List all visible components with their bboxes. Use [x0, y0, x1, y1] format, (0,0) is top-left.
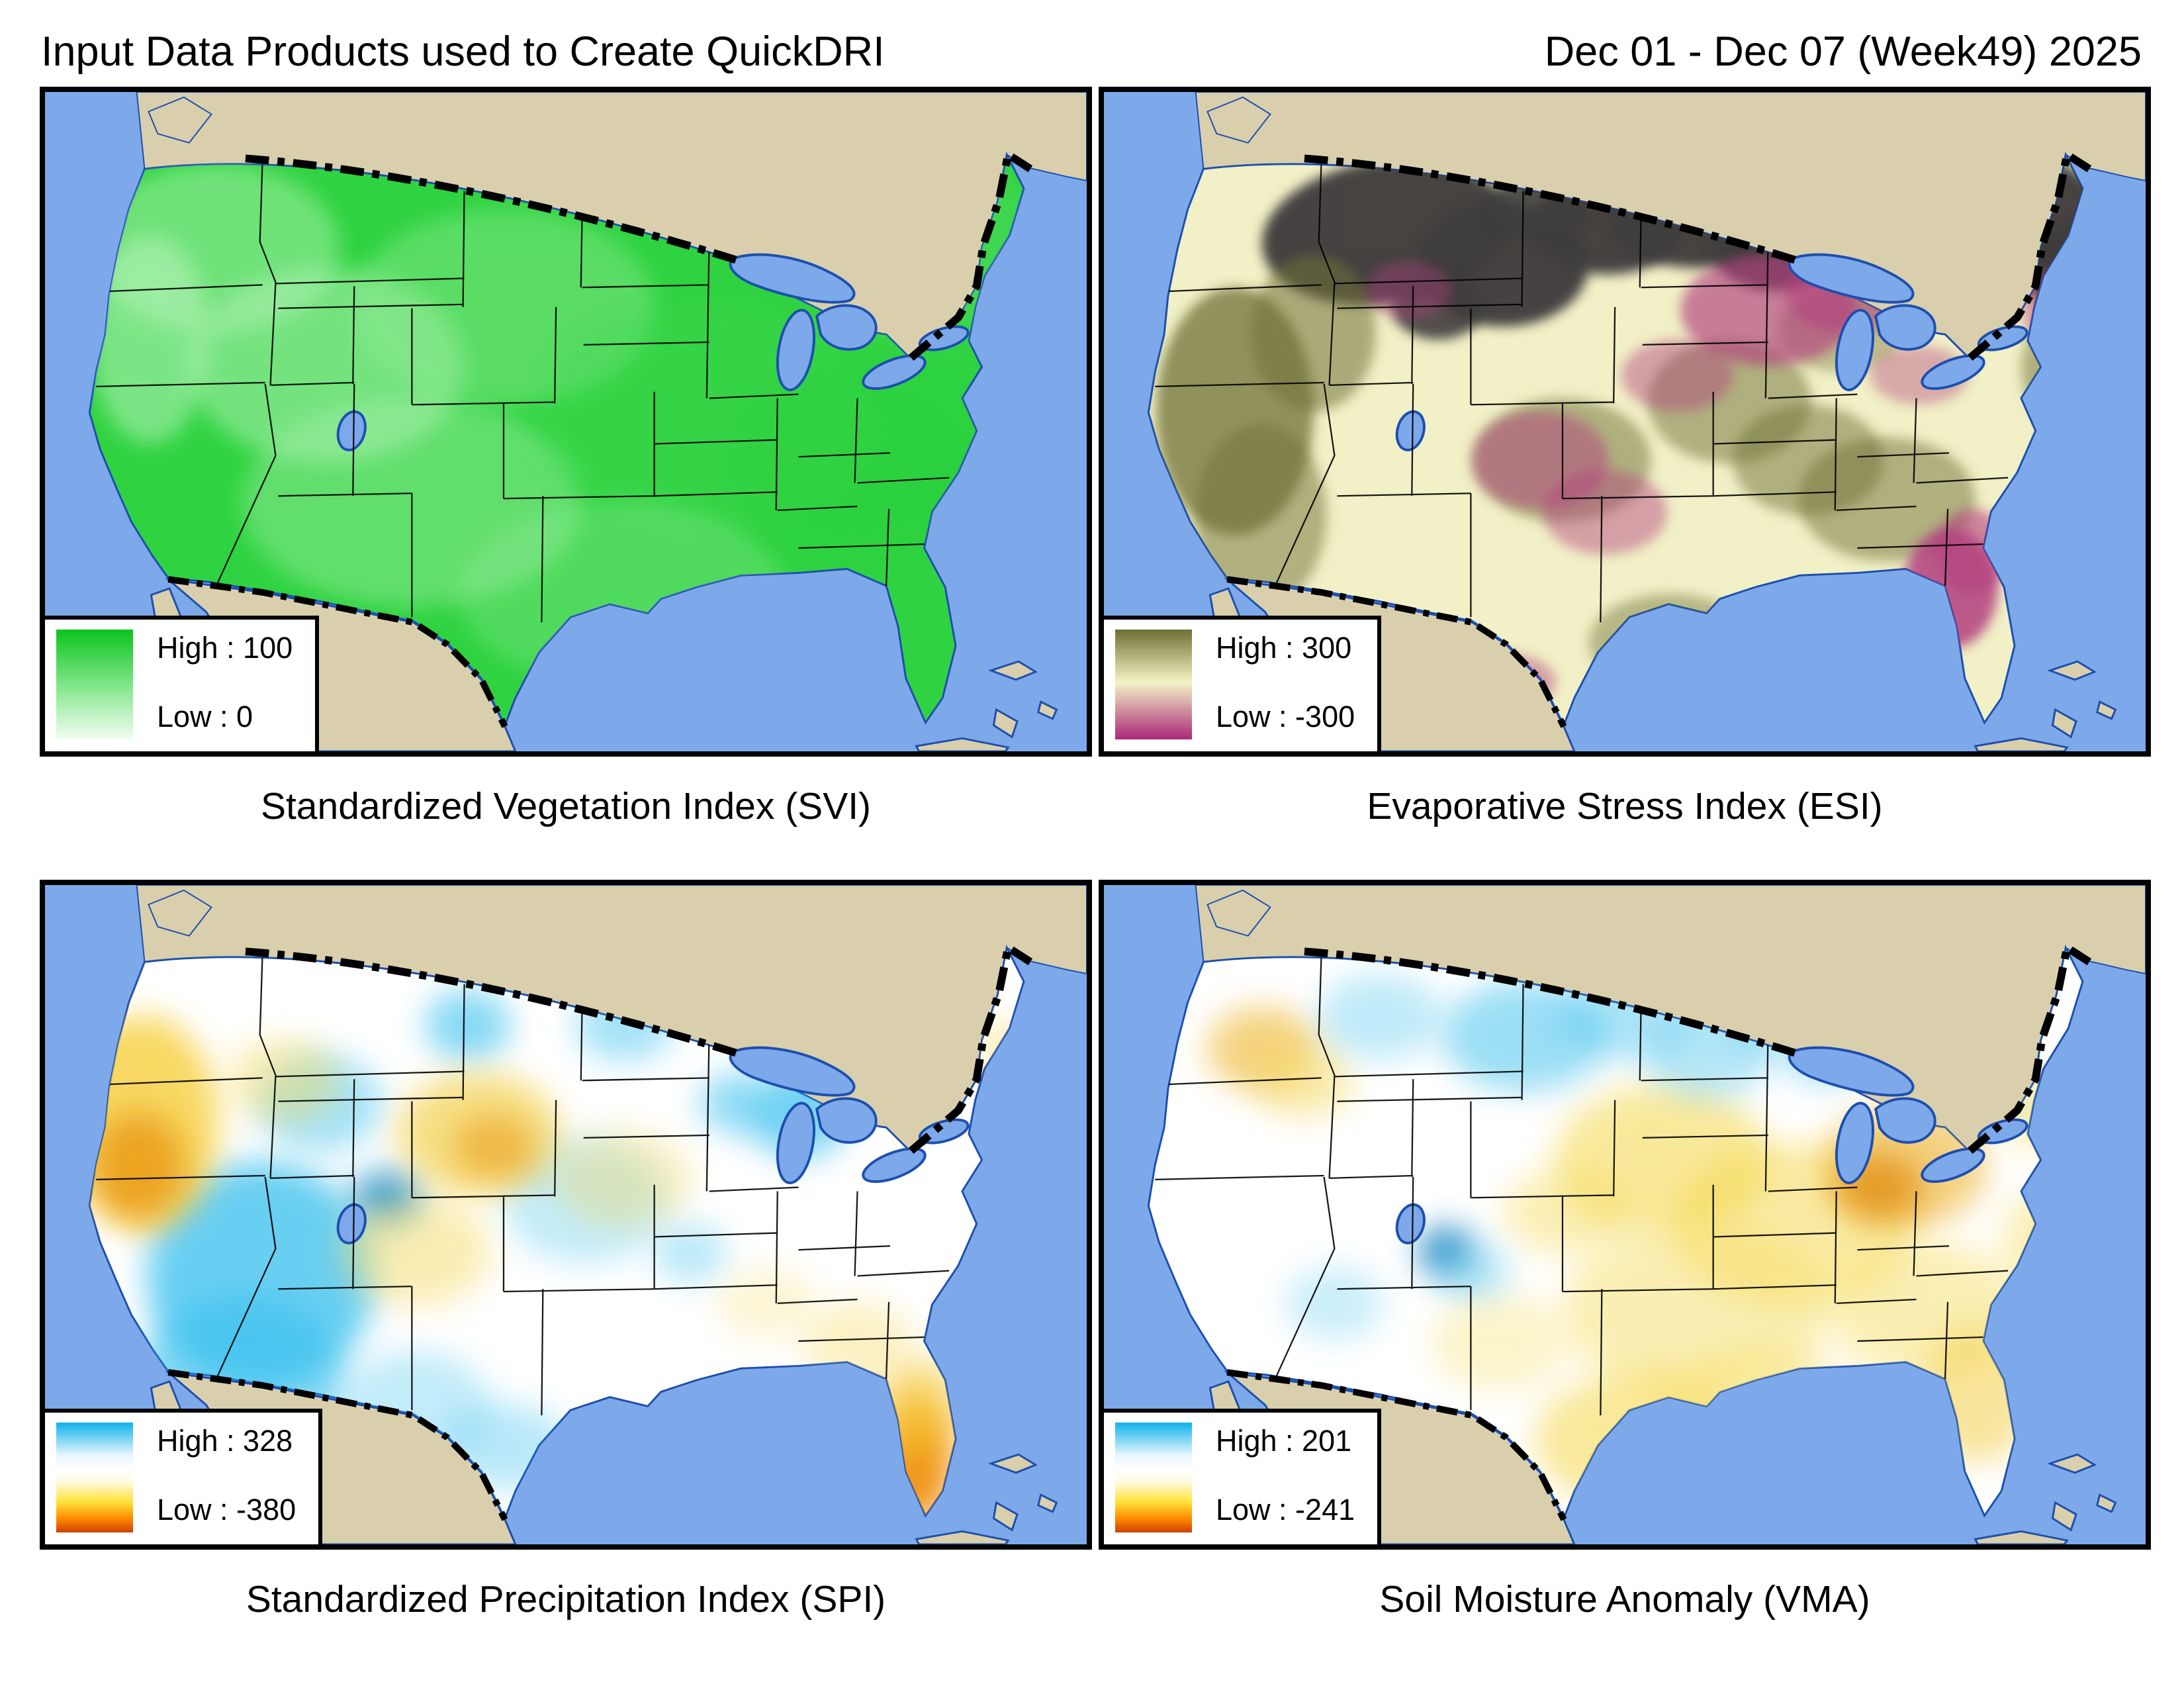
- esi-legend-gradient: [1115, 630, 1192, 739]
- figure-header: Input Data Products used to Create Quick…: [0, 0, 2184, 87]
- page-title: Input Data Products used to Create Quick…: [41, 28, 885, 75]
- us-canada-border: [245, 148, 1033, 361]
- legend-high-label: High : 300: [1216, 631, 1352, 665]
- cuba: [915, 1530, 1010, 1544]
- bahamas-islands: [987, 1453, 1058, 1532]
- vma-legend-labels: High : 201 Low : -241: [1216, 1423, 1355, 1532]
- state-borders: [96, 953, 950, 1416]
- us-mexico-border: [167, 576, 508, 728]
- esi-caption: Evaporative Stress Index (ESI): [1367, 785, 1883, 827]
- esi-map-frame: High : 300 Low : -300: [1099, 87, 2151, 757]
- svi-caption: Standardized Vegetation Index (SVI): [260, 785, 872, 827]
- map-grid: High : 100 Low : 0 Standardized Vegetati…: [0, 87, 2184, 1673]
- svi-legend-gradient: [56, 630, 133, 739]
- bahamas-islands: [2046, 1453, 2117, 1532]
- panel-spi: High : 328 Low : -380 Standardized Preci…: [40, 880, 1092, 1673]
- svi-map-svg: [45, 92, 1087, 751]
- vma-legend: High : 201 Low : -241: [1104, 1409, 1382, 1544]
- cuba: [1974, 737, 2069, 751]
- legend-high-label: High : 201: [1216, 1424, 1352, 1458]
- us-canada-border: [1304, 148, 2092, 361]
- spi-caption: Standardized Precipitation Index (SPI): [246, 1578, 886, 1620]
- state-borders: [1155, 953, 2009, 1416]
- legend-high-label: High : 100: [157, 631, 293, 665]
- us-mexico-border: [1226, 576, 1567, 728]
- spi-legend: High : 328 Low : -380: [45, 1409, 323, 1544]
- vancouver-island: [1206, 96, 1271, 144]
- great-salt-lake: [1395, 1203, 1426, 1244]
- panel-vma: High : 201 Low : -241 Soil Moisture Anom…: [1099, 880, 2151, 1673]
- spi-legend-gradient: [56, 1423, 133, 1532]
- vancouver-island: [148, 889, 212, 937]
- state-borders: [96, 160, 950, 623]
- svi-map-frame: High : 100 Low : 0: [40, 87, 1092, 757]
- great-lakes: [336, 1046, 970, 1244]
- us-mexico-border: [167, 1369, 508, 1521]
- us-canada-border: [245, 941, 1033, 1154]
- bahamas-islands: [2046, 660, 2117, 739]
- legend-high-label: High : 328: [157, 1424, 293, 1458]
- vancouver-island: [1206, 889, 1271, 937]
- us-mexico-border: [1226, 1369, 1567, 1521]
- state-borders: [1155, 160, 2009, 623]
- vma-legend-gradient: [1115, 1423, 1192, 1532]
- date-range: Dec 01 - Dec 07 (Week49) 2025: [1544, 28, 2142, 75]
- svi-map: [45, 92, 1087, 751]
- esi-legend: High : 300 Low : -300: [1104, 616, 1382, 751]
- vancouver-island: [148, 96, 212, 144]
- legend-low-label: Low : 0: [157, 700, 253, 733]
- spi-map-frame: High : 328 Low : -380: [40, 880, 1092, 1550]
- us-canada-border: [1304, 941, 2092, 1154]
- great-lakes: [336, 253, 970, 451]
- esi-legend-labels: High : 300 Low : -300: [1216, 630, 1355, 739]
- svi-legend-labels: High : 100 Low : 0: [157, 630, 293, 739]
- great-salt-lake: [336, 410, 367, 451]
- cuba: [915, 737, 1010, 751]
- bahamas-islands: [987, 660, 1058, 739]
- great-lakes: [1395, 253, 2028, 451]
- legend-low-label: Low : -380: [157, 1493, 296, 1526]
- great-salt-lake: [336, 1203, 367, 1244]
- cuba: [1974, 1530, 2069, 1544]
- great-lakes: [1395, 1046, 2028, 1244]
- esi-map-svg: [1104, 92, 2146, 751]
- legend-low-label: Low : -300: [1216, 700, 1355, 733]
- vma-caption: Soil Moisture Anomaly (VMA): [1379, 1578, 1870, 1620]
- legend-low-label: Low : -241: [1216, 1493, 1355, 1526]
- panel-esi: High : 300 Low : -300 Evaporative Stress…: [1099, 87, 2151, 880]
- spi-legend-labels: High : 328 Low : -380: [157, 1423, 296, 1532]
- esi-map: [1104, 92, 2146, 751]
- svi-legend: High : 100 Low : 0: [45, 616, 320, 751]
- panel-svi: High : 100 Low : 0 Standardized Vegetati…: [40, 87, 1092, 880]
- great-salt-lake: [1395, 410, 1426, 451]
- vma-map-frame: High : 201 Low : -241: [1099, 880, 2151, 1550]
